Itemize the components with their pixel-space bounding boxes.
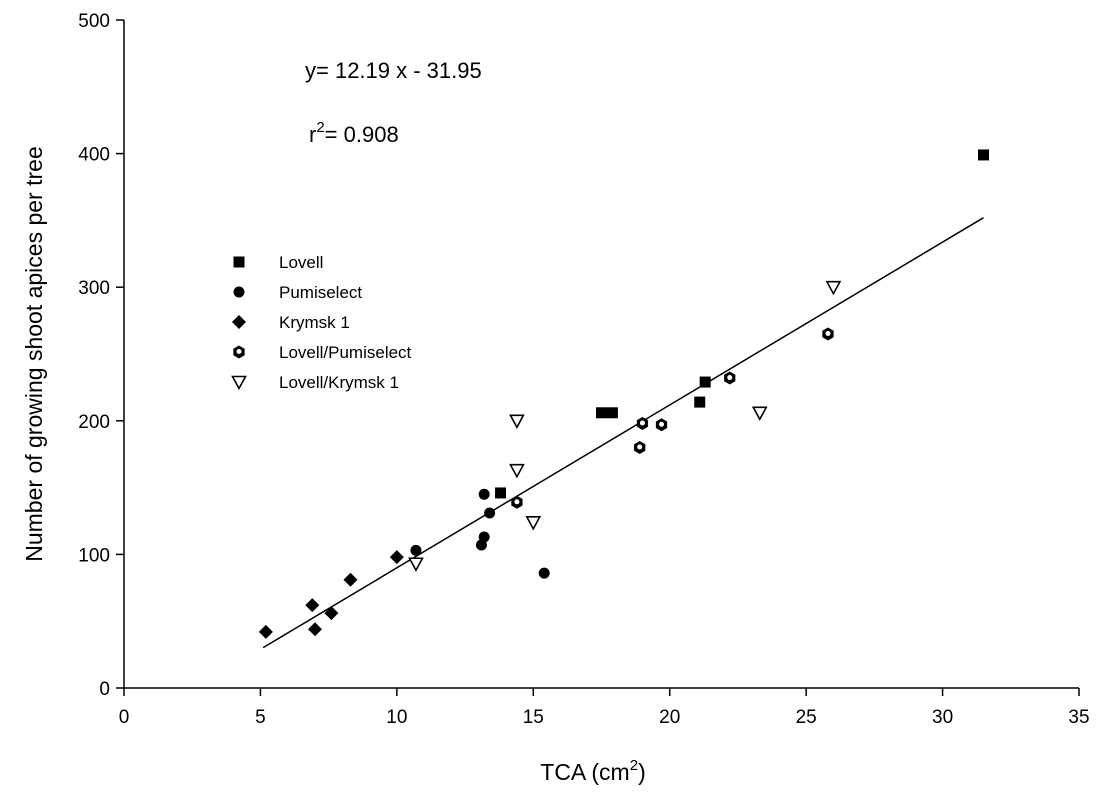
legend-marker <box>231 375 247 391</box>
y-axis-title: Number of growing shoot apices per tree <box>21 146 47 562</box>
y-ticks: 0 100 200 300 400 500 <box>78 11 124 700</box>
data-point <box>484 507 496 519</box>
legend-marker <box>233 286 245 298</box>
legend-label: Lovell <box>279 253 323 272</box>
x-tick-label: 5 <box>255 707 266 728</box>
series-lovell-pumiselect <box>511 327 834 509</box>
regression-line <box>262 217 984 649</box>
data-point <box>410 544 422 556</box>
annotations: y= 12.19 x - 31.95 r2= 0.908 <box>305 58 482 147</box>
data-point <box>389 550 404 565</box>
r2-value: = 0.908 <box>325 122 399 147</box>
data-point <box>822 327 834 341</box>
x-tick-label: 20 <box>659 707 680 728</box>
plot-area: 0 5 10 15 20 25 30 35 0 100 200 300 400 500 <box>78 11 1089 728</box>
legend-label: Pumiselect <box>279 283 362 302</box>
data-point <box>606 407 618 419</box>
x-tick-label: 25 <box>796 707 817 728</box>
hexagon-marker-dot <box>514 499 520 505</box>
x-tick-label: 0 <box>119 707 130 728</box>
r2-prefix: r <box>309 122 316 147</box>
data-points <box>258 149 989 639</box>
hexagon-marker-dot <box>236 349 242 354</box>
hexagon-marker-dot <box>637 444 643 450</box>
legend-label: Krymsk 1 <box>279 313 350 332</box>
data-point <box>478 531 490 543</box>
regression-equation: y= 12.19 x - 31.95 <box>305 58 482 83</box>
data-point <box>636 416 649 430</box>
legend-marker <box>233 256 245 268</box>
data-point <box>699 376 711 388</box>
data-point <box>258 624 273 639</box>
data-point <box>525 516 542 531</box>
data-point <box>478 488 490 500</box>
x-axis-title-main: TCA (cm <box>540 759 629 785</box>
r-squared-annotation: r2= 0.908 <box>309 119 399 147</box>
legend-label: Lovell/Pumiselect <box>279 343 412 362</box>
x-axis-title: TCA (cm2) <box>540 757 645 785</box>
data-point <box>324 606 339 621</box>
legend-item: Lovell <box>233 253 323 272</box>
hexagon-marker-dot <box>727 375 733 381</box>
data-point <box>634 441 646 455</box>
regression-line-group <box>262 217 984 649</box>
x-tick-label: 15 <box>523 707 544 728</box>
y-tick-label: 400 <box>78 145 110 166</box>
legend-marker <box>233 345 245 359</box>
legend-marker <box>232 315 246 329</box>
data-point <box>509 463 525 479</box>
data-point <box>511 495 523 509</box>
x-ticks: 0 5 10 15 20 25 30 35 <box>119 688 1090 728</box>
legend-item: Pumiselect <box>233 283 362 302</box>
x-axis-title-sup: 2 <box>630 757 638 774</box>
legend: Lovell Pumiselect Krymsk 1 Lovell/Pumiselec… <box>231 253 412 392</box>
y-tick-label: 500 <box>78 11 110 32</box>
data-point <box>509 414 525 429</box>
x-axis-title-close: ) <box>638 759 646 785</box>
data-point <box>308 622 322 637</box>
x-tick-label: 30 <box>932 707 953 728</box>
hexagon-marker-dot <box>825 330 831 336</box>
series-lovell <box>495 149 989 499</box>
data-point <box>978 149 989 161</box>
legend-item: Lovell/Krymsk 1 <box>231 373 399 392</box>
data-point <box>305 598 320 613</box>
data-point <box>694 396 706 408</box>
data-point <box>751 406 768 421</box>
hexagon-marker-dot <box>659 421 665 427</box>
x-tick-label: 10 <box>386 707 407 728</box>
y-tick-label: 200 <box>78 412 110 433</box>
data-point <box>596 407 607 419</box>
legend-label: Lovell/Krymsk 1 <box>279 373 399 392</box>
data-point <box>495 487 507 499</box>
data-point <box>655 418 668 432</box>
data-point <box>343 572 358 587</box>
data-point <box>408 557 424 572</box>
data-point <box>724 371 736 385</box>
x-tick-label: 35 <box>1068 707 1089 728</box>
legend-item: Lovell/Pumiselect <box>233 343 412 362</box>
data-point <box>538 567 550 579</box>
hexagon-marker-dot <box>639 420 645 426</box>
r2-superscript: 2 <box>316 119 324 136</box>
series-pumiselect <box>410 488 550 579</box>
legend-item: Krymsk 1 <box>232 313 350 332</box>
series-krymsk-1 <box>258 550 404 639</box>
data-point <box>825 280 842 296</box>
y-tick-label: 300 <box>78 278 110 299</box>
y-tick-label: 100 <box>78 545 110 566</box>
y-tick-label: 0 <box>99 679 110 700</box>
series-lovell-krymsk-1 <box>408 280 842 572</box>
